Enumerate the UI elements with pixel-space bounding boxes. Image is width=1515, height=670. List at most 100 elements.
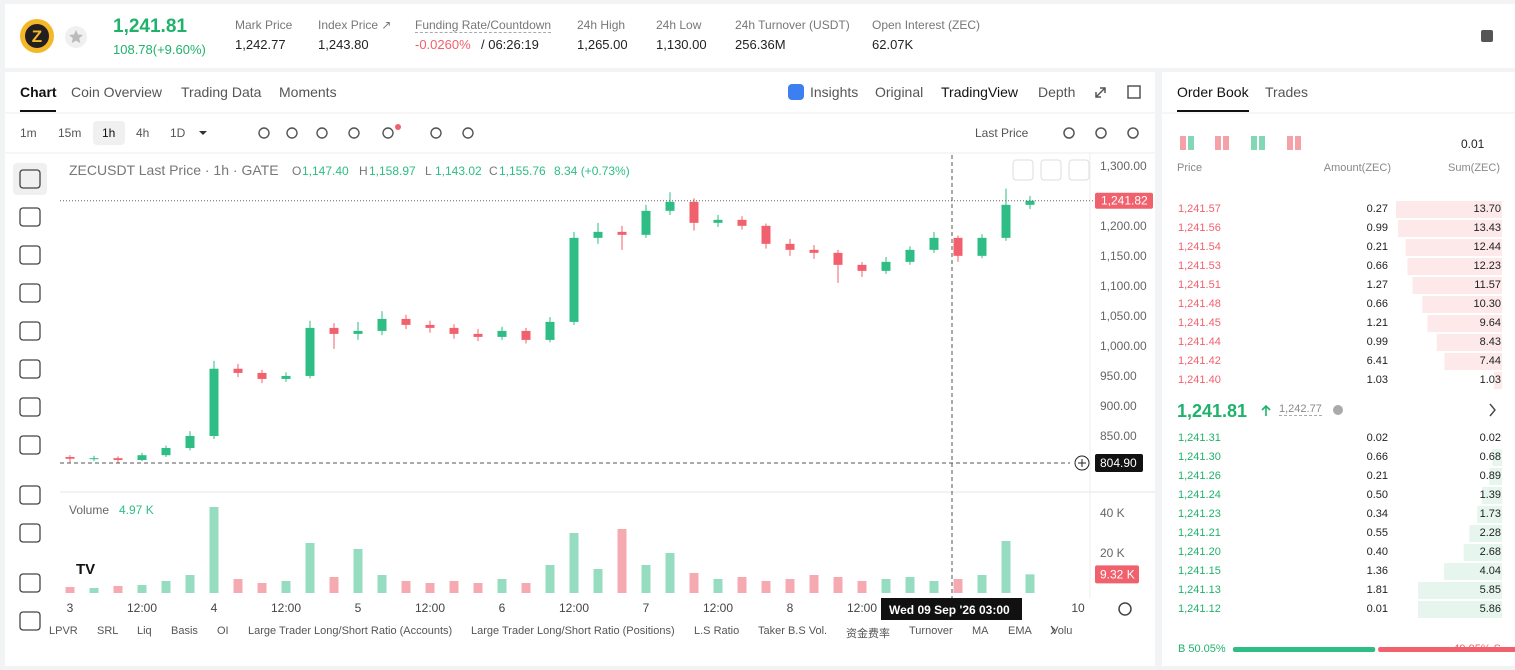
toolbar-icon[interactable] <box>382 127 394 139</box>
volume-title: Volume <box>69 503 109 517</box>
drawing-tool[interactable] <box>19 359 41 379</box>
indicator[interactable]: Taker B.S Vol. <box>758 625 828 637</box>
ob-view[interactable] <box>1287 136 1293 150</box>
notes-icon[interactable] <box>1479 28 1495 44</box>
volume-bar <box>881 579 891 593</box>
drawing-tool[interactable] <box>19 435 41 455</box>
depth-bar <box>1405 239 1502 256</box>
drawing-tool[interactable] <box>19 169 41 189</box>
toolbar-icon[interactable] <box>430 127 442 139</box>
ob-more[interactable] <box>1489 403 1496 417</box>
drawing-tool[interactable] <box>19 397 41 417</box>
candle-body <box>521 330 531 340</box>
ob-sum: 12.23 <box>1473 260 1501 272</box>
volume-tag <box>1095 565 1139 584</box>
drawing-tool[interactable] <box>19 611 41 631</box>
ob-sum: 1.03 <box>1479 374 1501 386</box>
view-tab[interactable]: Original <box>875 84 924 100</box>
ob-tab[interactable]: Trades <box>1265 84 1309 100</box>
tab[interactable]: Moments <box>279 84 337 100</box>
ob-view[interactable] <box>1251 136 1257 150</box>
interval[interactable]: 15m <box>58 126 82 140</box>
ob-view[interactable] <box>1180 136 1186 150</box>
ob-sum: 2.28 <box>1479 527 1501 539</box>
indicator[interactable]: Volu <box>1051 625 1073 637</box>
ob-view[interactable] <box>1188 136 1194 150</box>
interval[interactable]: 1m <box>20 126 37 140</box>
volume-bar <box>209 507 219 593</box>
toolbar-icon[interactable] <box>462 127 474 139</box>
interval[interactable]: 4h <box>136 126 150 140</box>
indicator[interactable]: OI <box>217 625 229 637</box>
indicator[interactable]: Turnover <box>909 625 953 637</box>
ob-tab[interactable]: Order Book <box>1177 84 1249 100</box>
ob-view[interactable] <box>1295 136 1301 150</box>
view-tab[interactable]: Depth <box>1038 84 1076 100</box>
toolbar-icon[interactable] <box>258 127 270 139</box>
ob-view[interactable] <box>1215 136 1221 150</box>
candle-body <box>617 231 627 235</box>
ai-icon <box>788 84 804 100</box>
depth-bar <box>1444 353 1502 370</box>
drawing-tool[interactable] <box>19 321 41 341</box>
toolbar-icon[interactable] <box>348 127 360 139</box>
indicator[interactable]: Large Trader Long/Short Ratio (Accounts) <box>248 625 453 637</box>
candle-body <box>233 368 243 373</box>
chart-control[interactable] <box>1040 159 1062 181</box>
scroll-arrow <box>1050 625 1056 635</box>
candle-body <box>377 318 387 331</box>
sell-pct: 49.95% S <box>1453 643 1501 655</box>
toolbar-icon[interactable] <box>316 127 328 139</box>
stat-value: 1,265.00 <box>577 37 628 52</box>
toolbar-icon[interactable] <box>286 127 298 139</box>
tab[interactable]: Coin Overview <box>71 84 163 100</box>
indicator[interactable]: EMA <box>1008 625 1032 637</box>
drawing-tool[interactable] <box>19 523 41 543</box>
interval[interactable]: 1h <box>102 126 116 140</box>
indicator[interactable]: Liq <box>137 625 152 637</box>
favorite-star[interactable] <box>65 26 87 48</box>
tool-icon[interactable] <box>1063 127 1075 139</box>
depth-bar <box>1427 315 1502 332</box>
indicator[interactable]: 资金费率 <box>846 628 890 640</box>
ob-view[interactable] <box>1259 136 1265 150</box>
indicator[interactable]: LPVR <box>49 625 78 637</box>
ob-price: 1,241.20 <box>1178 546 1221 558</box>
window-icon[interactable] <box>1127 85 1141 99</box>
chart-control[interactable] <box>1012 159 1034 181</box>
view-tab[interactable]: Insights <box>810 84 859 100</box>
indicator[interactable]: Basis <box>171 625 198 637</box>
indicator[interactable]: MA <box>972 625 989 637</box>
indicator[interactable]: Large Trader Long/Short Ratio (Positions… <box>471 625 675 637</box>
ob-view[interactable] <box>1223 136 1229 150</box>
drawing-tool[interactable] <box>19 283 41 303</box>
indicator[interactable]: L.S Ratio <box>694 625 740 637</box>
ob-tab-underline <box>1177 110 1249 112</box>
drawing-tool[interactable] <box>19 573 41 593</box>
expand-icon[interactable] <box>1095 87 1106 98</box>
ob-sum: 10.30 <box>1473 298 1501 310</box>
ob-precision[interactable]: 0.01 <box>1461 137 1485 151</box>
candle-body <box>473 333 483 337</box>
drawing-tool[interactable] <box>19 207 41 227</box>
last-price-tag <box>1095 192 1153 209</box>
chart-control[interactable] <box>1068 159 1090 181</box>
crosshair-tag-text: 804.90 <box>1100 456 1137 470</box>
tab[interactable]: Trading Data <box>181 84 262 100</box>
stat-label: 24h High <box>577 18 626 32</box>
candle-body <box>1025 200 1035 205</box>
tool-icon[interactable] <box>1127 127 1139 139</box>
interval[interactable]: 1D <box>170 126 186 140</box>
tool-icon[interactable] <box>1095 127 1107 139</box>
settings-icon[interactable] <box>1118 602 1132 616</box>
indicator[interactable]: SRL <box>97 625 119 637</box>
volume-bar <box>809 575 819 593</box>
drawing-tool[interactable] <box>19 245 41 265</box>
view-tab[interactable]: TradingView <box>941 84 1019 100</box>
price-type[interactable]: Last Price <box>975 126 1029 140</box>
ob-sum: 13.70 <box>1473 203 1501 215</box>
tab[interactable]: Chart <box>20 84 57 100</box>
candle-body <box>161 447 171 456</box>
drawing-tool[interactable] <box>19 485 41 505</box>
